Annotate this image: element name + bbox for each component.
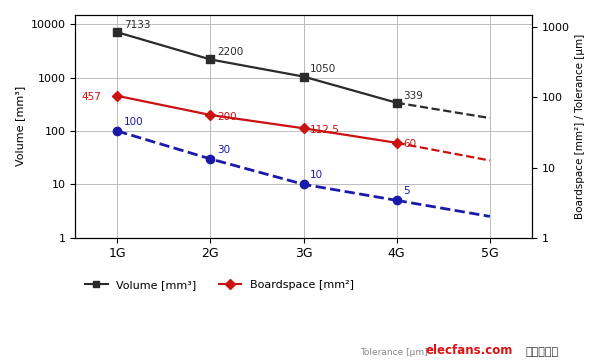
Text: 339: 339	[403, 91, 423, 100]
Text: 457: 457	[82, 92, 101, 103]
Text: 1050: 1050	[310, 64, 336, 74]
Legend: Volume [mm³], Boardspace [mm²]: Volume [mm³], Boardspace [mm²]	[81, 275, 358, 295]
Text: 30: 30	[217, 145, 230, 155]
Text: 60: 60	[403, 139, 416, 149]
Text: Tolerance [µm]: Tolerance [µm]	[360, 348, 428, 357]
Text: 7133: 7133	[124, 20, 150, 30]
Text: 电子发烧友: 电子发烧友	[525, 347, 558, 357]
Text: 2200: 2200	[217, 47, 243, 57]
Text: 112,5: 112,5	[310, 125, 340, 135]
Text: 200: 200	[217, 112, 236, 122]
Y-axis label: Boardspace [mm²] / Tolerance [µm]: Boardspace [mm²] / Tolerance [µm]	[575, 34, 585, 219]
Text: 100: 100	[124, 117, 143, 127]
Text: 5: 5	[403, 186, 410, 196]
Y-axis label: Volume [mm³]: Volume [mm³]	[15, 86, 25, 166]
Text: elecfans.com: elecfans.com	[426, 344, 514, 357]
Text: 10: 10	[310, 170, 323, 180]
